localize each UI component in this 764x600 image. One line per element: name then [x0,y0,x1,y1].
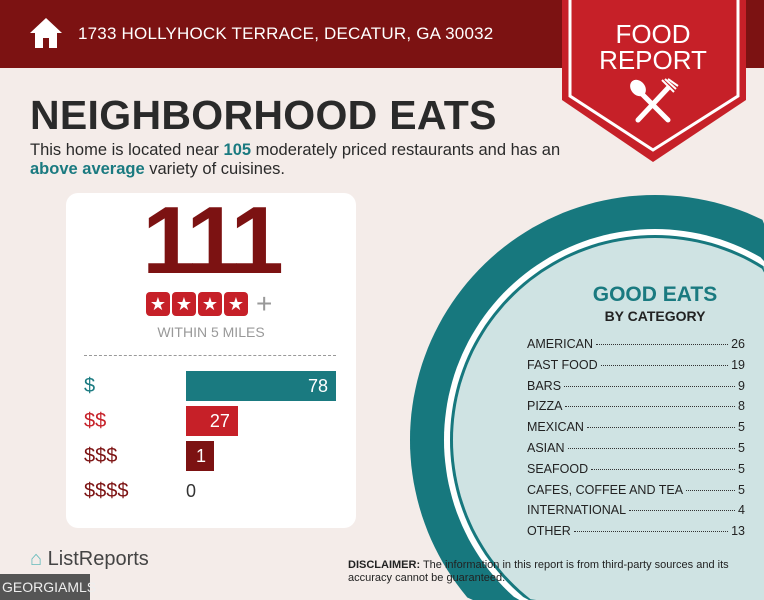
leader-dots [595,344,729,345]
category-count: 5 [738,441,745,455]
star-icon: ★ [172,292,196,316]
category-item: OTHER 13 [527,524,745,539]
price-label: $$$ [84,445,118,467]
category-name: CAFES, COFFEE AND TEA [527,482,684,497]
price-label: $ [84,375,96,397]
circle-fill [453,238,764,600]
leader-dots [573,531,729,533]
category-item: FAST FOOD 19 [527,358,745,373]
divider [84,355,336,356]
category-count: 19 [731,357,745,372]
category-count: 13 [731,524,745,539]
category-item: CAFES, COFFEE AND TEA 5 [527,483,745,498]
category-count: 9 [738,378,745,393]
categories-subtitle: BY CATEGORY [604,308,706,324]
listreports-logo: ⌂ ListReports [30,548,149,570]
star-icon: ★ [198,292,222,316]
star-icon: ★ [146,292,170,316]
category-name: AMERICAN [527,337,593,351]
listreports-icon: ⌂ [30,548,43,570]
utensils-icon [630,78,679,123]
disclaimer: DISCLAIMER: The information in this repo… [348,559,729,584]
badge-line2: REPORT [599,45,707,75]
leader-dots [591,468,736,470]
category-item: MEXICAN 5 [527,420,745,435]
price-label: $$ [84,410,107,432]
leader-dots [586,427,736,429]
address: 1733 HOLLYHOCK TERRACE, DECATUR, GA 3003… [78,24,494,43]
category-count: 8 [738,399,745,414]
category-item: BARS 9 [527,379,745,394]
category-count: 5 [738,482,745,497]
price-bar: 78 [186,371,336,401]
price-bar-value: 0 [186,481,197,501]
page-title: NEIGHBORHOOD EATS [30,92,497,138]
category-name: SEAFOOD [527,461,589,476]
category-item: PIZZA 8 [527,399,745,414]
star-icon: ★ [224,292,248,316]
category-name: FAST FOOD [527,357,598,372]
category-count: 26 [731,337,745,351]
category-item: INTERNATIONAL 4 [527,503,745,518]
category-item: ASIAN 5 [527,441,745,456]
category-name: MEXICAN [527,420,584,435]
badge-line1: FOOD [615,19,691,49]
category-name: OTHER [527,524,571,539]
category-name: BARS [527,378,562,393]
category-count: 4 [738,503,745,518]
leader-dots [600,364,729,366]
food-report-badge [562,0,746,162]
price-label: $$$$ [84,480,129,502]
category-item: AMERICAN 26 [527,337,745,352]
within-label: WITHIN 5 MILES [157,324,265,340]
price-bar: 27 [186,406,238,436]
category-count: 5 [738,461,745,476]
restaurant-count-card: 111 ★ ★ ★ ★ + WITHIN 5 MILES $78 $$ 27 $$$ 1 $$$… [66,193,356,528]
leader-dots [629,510,736,512]
leader-dots [564,385,736,387]
home-icon [30,18,62,48]
leader-dots [686,489,736,491]
category-name: ASIAN [527,441,565,455]
category-count: 5 [738,420,745,435]
category-item: SEAFOOD 5 [527,462,745,477]
georgiamls-watermark: GEORGIAMLS [0,574,96,600]
total-restaurants: 111 [142,187,284,294]
intro-text: This home is located near 105 moderately… [30,141,561,178]
category-name: PIZZA [527,399,563,414]
leader-dots [565,406,736,408]
categories-title: GOOD EATS [592,283,718,306]
rating-stars: ★ ★ ★ ★ + [146,288,273,319]
price-bar: 1 [186,441,214,471]
leader-dots [567,448,736,449]
rating-plus: + [256,288,273,319]
category-name: INTERNATIONAL [527,503,627,518]
